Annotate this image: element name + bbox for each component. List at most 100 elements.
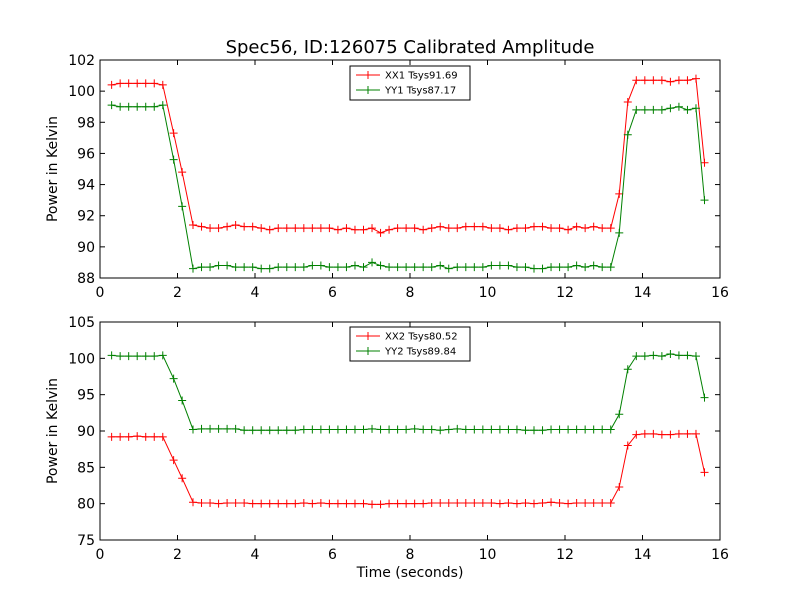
top-data-point — [333, 225, 342, 234]
bottom-data-point — [427, 425, 436, 434]
top-data-point — [197, 222, 206, 231]
top-plot-panel: 0 2 4 6 8 10 12 14 16 88 90 92 94 96 98 100 102 Power in … — [45, 53, 729, 301]
top-data-point — [521, 224, 530, 233]
bottom-data-point — [274, 426, 283, 435]
bottom-data-point — [133, 352, 142, 361]
bottom-data-point — [640, 352, 649, 361]
bottom-data-point — [333, 425, 342, 434]
top-data-point — [291, 224, 300, 233]
top-data-point — [487, 261, 496, 270]
top-x-tick-label: 12 — [556, 285, 574, 301]
bottom-data-point — [274, 499, 283, 508]
top-data-point — [393, 224, 402, 233]
bottom-data-point — [410, 499, 419, 508]
top-series-xx1 — [107, 74, 709, 237]
bottom-data-point — [691, 352, 700, 361]
bottom-data-point — [308, 499, 317, 508]
top-data-point — [657, 76, 666, 85]
top-data-point — [461, 263, 470, 272]
top-data-point — [700, 158, 709, 167]
top-data-point — [538, 264, 547, 273]
bottom-data-point — [504, 498, 513, 507]
top-legend-marker — [364, 71, 372, 79]
bottom-data-point — [116, 432, 125, 441]
bottom-data-point — [368, 424, 377, 433]
bottom-data-point — [350, 499, 359, 508]
top-data-point — [223, 222, 232, 231]
bottom-data-point — [282, 499, 291, 508]
bottom-data-point — [444, 498, 453, 507]
bottom-data-point — [657, 430, 666, 439]
top-y-tick-label: 92 — [77, 209, 95, 225]
top-y-tick-label: 100 — [68, 84, 95, 100]
top-data-point — [316, 261, 325, 270]
top-legend-label: XX1 Tsys91.69 — [385, 71, 458, 82]
top-data-point — [359, 263, 368, 272]
top-data-point — [674, 102, 683, 111]
top-y-tick-label: 98 — [77, 115, 95, 131]
bottom-data-point — [589, 425, 598, 434]
top-data-point — [368, 258, 377, 267]
top-data-point — [150, 79, 159, 88]
top-series-line — [111, 104, 705, 270]
bottom-legend-marker — [364, 332, 372, 340]
bottom-data-point — [572, 425, 581, 434]
top-data-point — [598, 263, 607, 272]
bottom-data-point — [504, 425, 513, 434]
top-data-point — [116, 79, 125, 88]
bottom-data-point — [178, 474, 187, 483]
top-data-point — [178, 168, 187, 177]
top-data-point — [385, 263, 394, 272]
bottom-data-point — [231, 498, 240, 507]
bottom-data-point — [666, 430, 675, 439]
top-x-tick-label: 14 — [634, 285, 652, 301]
top-data-point — [555, 224, 564, 233]
bottom-data-point — [206, 498, 215, 507]
top-data-point — [495, 224, 504, 233]
top-data-point — [615, 189, 624, 198]
top-data-point — [308, 261, 317, 270]
top-y-tick-label: 88 — [77, 271, 95, 287]
bottom-data-point — [674, 429, 683, 438]
top-data-point — [691, 104, 700, 113]
bottom-series-line — [111, 353, 705, 431]
bottom-data-point — [178, 396, 187, 405]
top-data-point — [359, 225, 368, 234]
top-data-point — [257, 264, 266, 273]
top-data-point — [231, 263, 240, 272]
bottom-data-point — [606, 425, 615, 434]
top-data-point — [333, 263, 342, 272]
top-data-point — [342, 224, 351, 233]
top-legend-label: YY1 Tsys87.17 — [384, 86, 456, 97]
bottom-data-point — [598, 425, 607, 434]
top-data-point — [530, 222, 538, 231]
bottom-data-point — [393, 425, 402, 434]
bottom-data-point — [530, 426, 538, 435]
top-x-tick-label: 6 — [328, 285, 337, 301]
bottom-x-tick-label: 6 — [328, 547, 337, 563]
top-data-point — [564, 225, 573, 234]
top-data-point — [274, 263, 283, 272]
top-legend-box — [349, 65, 471, 101]
bottom-legend-box — [349, 326, 471, 362]
top-data-point — [691, 74, 700, 83]
top-y-tick-label: 96 — [77, 146, 95, 162]
top-data-point — [444, 224, 453, 233]
top-data-point — [470, 263, 479, 272]
top-data-point — [649, 76, 658, 85]
top-data-point — [649, 105, 658, 114]
bottom-data-point — [521, 498, 530, 507]
top-data-point — [436, 261, 445, 270]
bottom-data-point — [291, 426, 300, 435]
bottom-data-point — [169, 374, 178, 383]
top-data-point — [133, 102, 142, 111]
bottom-legend-marker — [364, 347, 372, 355]
top-data-point — [444, 264, 453, 273]
top-data-point — [169, 129, 178, 138]
top-data-point — [124, 102, 133, 111]
top-data-point — [606, 263, 615, 272]
bottom-y-tick-label: 90 — [77, 424, 95, 440]
top-data-point — [158, 101, 167, 110]
top-data-point — [206, 263, 215, 272]
top-data-point — [231, 221, 240, 230]
